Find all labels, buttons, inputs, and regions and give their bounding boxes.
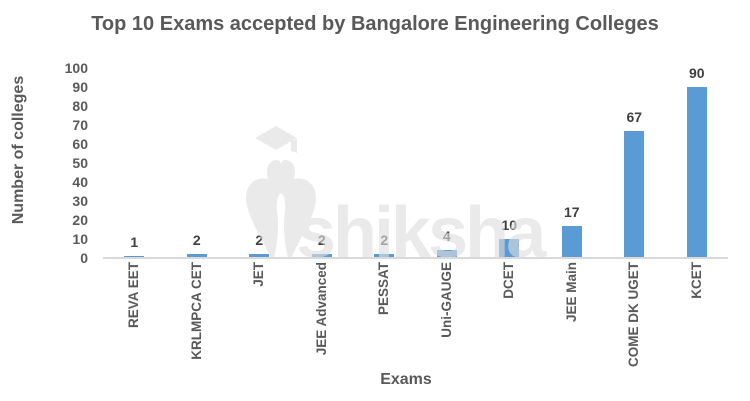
y-tick-label: 80 xyxy=(72,98,88,114)
x-category-label: JET xyxy=(251,262,267,287)
x-category-label: KCET xyxy=(688,262,704,299)
y-tick-label: 0 xyxy=(80,250,88,266)
x-category-label: Uni-GAUGE xyxy=(438,262,454,338)
bar xyxy=(186,254,207,258)
bar xyxy=(624,130,645,258)
bar xyxy=(499,239,520,258)
x-axis-title: Exams xyxy=(380,371,432,388)
y-tick-label: 10 xyxy=(72,231,88,247)
bar xyxy=(561,225,582,258)
x-category-label: REVA EET xyxy=(126,262,142,329)
bar-value-label: 2 xyxy=(255,232,264,249)
bar xyxy=(311,254,332,258)
bar-value-label: 90 xyxy=(688,65,705,81)
y-tick-label: 70 xyxy=(72,117,88,133)
bar-value-label: 67 xyxy=(626,108,643,125)
x-category-label: PESSAT xyxy=(376,262,392,316)
bar-value-label: 1 xyxy=(130,234,139,251)
y-axis-title: Number of colleges xyxy=(10,75,27,225)
x-axis-line xyxy=(103,257,728,259)
bar xyxy=(436,250,457,258)
y-tick-label: 100 xyxy=(64,60,88,76)
y-tick-label: 90 xyxy=(72,79,88,95)
x-category-label: COME DK UGET xyxy=(626,262,642,368)
x-category-label: KRLMPCA CET xyxy=(188,262,204,360)
x-category-label: DCET xyxy=(501,262,517,299)
y-tick-label: 40 xyxy=(72,174,88,190)
bar-value-label: 2 xyxy=(192,232,201,249)
y-tick-label: 20 xyxy=(72,212,88,228)
x-category-label: JEE Advanced xyxy=(313,262,329,356)
bar-value-label: 2 xyxy=(317,232,326,249)
bar-value-label: 10 xyxy=(501,217,518,233)
x-category-label: JEE Main xyxy=(563,262,579,323)
bar-value-label: 2 xyxy=(380,232,389,249)
bar xyxy=(686,87,707,258)
chart-title: Top 10 Exams accepted by Bangalore Engin… xyxy=(91,13,659,35)
y-tick-label: 60 xyxy=(72,136,88,152)
bar-value-label: 4 xyxy=(442,228,451,245)
y-tick-label: 30 xyxy=(72,193,88,209)
bar xyxy=(374,254,395,258)
y-tick-label: 50 xyxy=(72,155,88,171)
bar-value-label: 17 xyxy=(563,203,580,220)
